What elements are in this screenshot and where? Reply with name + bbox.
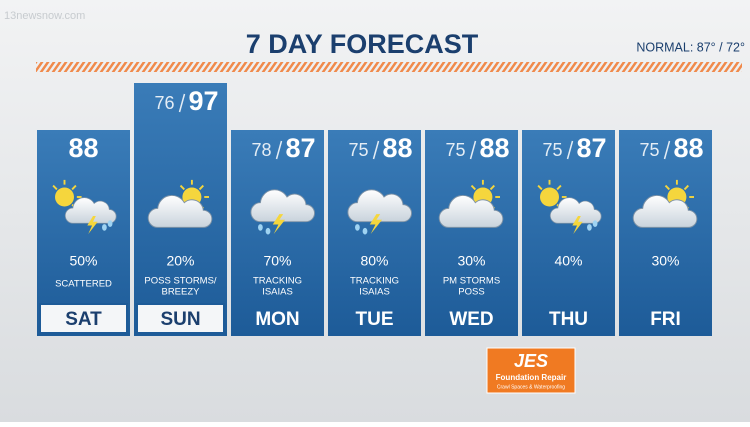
temp-separator — [469, 140, 477, 160]
sponsor-name: JES — [514, 351, 548, 371]
temp-separator — [275, 140, 283, 160]
condition: POSS — [458, 287, 484, 298]
condition: ISAIAS — [359, 287, 390, 298]
low-temp: 75 — [542, 140, 562, 160]
day-label-box — [136, 303, 225, 334]
low-temp: 76 — [154, 93, 174, 113]
high-temp: 88 — [383, 133, 413, 163]
day-column — [37, 130, 130, 336]
high-temp: 97 — [189, 86, 219, 116]
day-column — [425, 130, 518, 336]
normal-temps: NORMAL: 87° / 72° — [636, 40, 745, 54]
precip-chance: 20% — [166, 253, 194, 269]
high-temp: 87 — [286, 133, 316, 163]
day-label: THU — [549, 309, 588, 330]
temp-separator — [663, 140, 671, 160]
accent-stripe — [36, 62, 742, 72]
low-temp: 75 — [348, 140, 368, 160]
sponsor-logo — [486, 347, 576, 394]
temp-separator — [178, 93, 186, 113]
precip-chance: 70% — [263, 253, 291, 269]
high-temp: 88 — [480, 133, 510, 163]
temp-separator — [566, 140, 574, 160]
day-column — [231, 130, 324, 336]
high-temp: 87 — [577, 133, 607, 163]
precip-chance: 30% — [457, 253, 485, 269]
condition: SCATTERED — [55, 279, 112, 290]
day-column — [619, 130, 712, 336]
condition: ISAIAS — [262, 287, 293, 298]
day-column — [328, 130, 421, 336]
watermark: 13newsnow.com — [4, 10, 85, 22]
day-label: SUN — [160, 309, 200, 330]
precip-chance: 80% — [360, 253, 388, 269]
condition: BREEZY — [161, 287, 200, 298]
condition: PM STORMS — [443, 276, 500, 287]
day-columns: 88 50% SCATTERED SAT 76 97 20% POSS STORMS/BREE… — [37, 83, 712, 336]
high-temp: 88 — [68, 133, 98, 163]
precip-chance: 40% — [554, 253, 582, 269]
low-temp: 75 — [639, 140, 659, 160]
day-label: WED — [449, 309, 493, 330]
condition: TRACKING — [253, 276, 302, 287]
day-column — [522, 130, 615, 336]
high-temp: 88 — [674, 133, 704, 163]
condition: POSS STORMS/ — [144, 276, 217, 287]
precip-chance: 50% — [69, 253, 97, 269]
title: 7 DAY FORECAST — [246, 29, 479, 59]
day-label: SAT — [65, 309, 102, 330]
low-temp: 78 — [251, 140, 271, 160]
day-label: TUE — [356, 309, 394, 330]
sponsor-line2: Crawl Spaces & Waterproofing — [497, 384, 565, 390]
sponsor-line1: Foundation Repair — [496, 373, 567, 382]
temp-separator — [372, 140, 380, 160]
precip-chance: 30% — [651, 253, 679, 269]
day-label: FRI — [650, 309, 681, 330]
low-temp: 75 — [445, 140, 465, 160]
day-label-box — [39, 303, 128, 334]
day-label: MON — [255, 309, 299, 330]
condition: TRACKING — [350, 276, 399, 287]
